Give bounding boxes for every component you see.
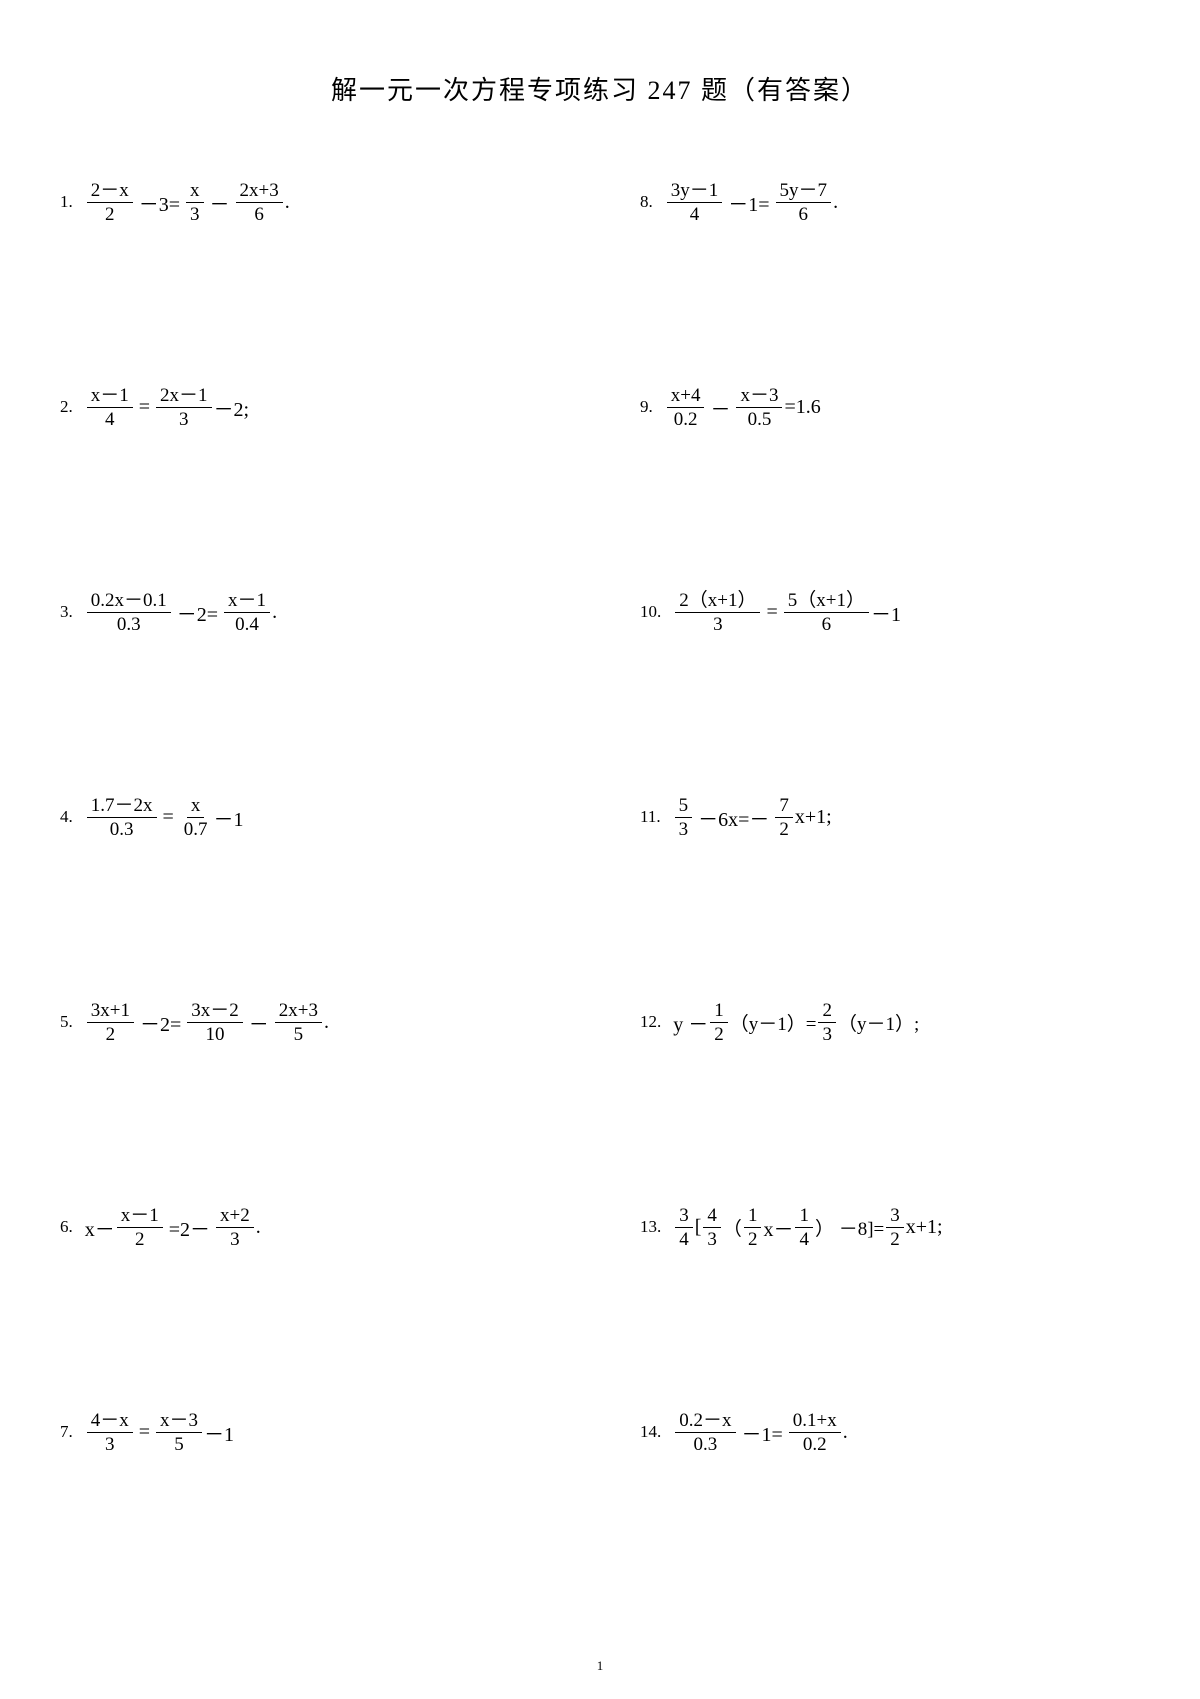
fraction: x－30.5 (736, 386, 782, 429)
problem-4: 4. 1.7－2x0.3 = x0.7 －1 (60, 792, 560, 842)
fraction: 5（x+1）6 (784, 591, 869, 634)
equation: 34 [ 43 （ 12 x－ 14 ） －8]= 32 x+1; (673, 1206, 942, 1249)
problem-number: 13. (640, 1217, 661, 1237)
equation: 0.2－x0.3 －1= 0.1+x0.2 . (673, 1411, 848, 1454)
fraction: 12 (710, 1001, 728, 1044)
fraction: x－14 (87, 386, 133, 429)
fraction: x0.7 (180, 796, 212, 839)
problem-9: 9. x+40.2 － x－30.5 =1.6 (640, 382, 1140, 432)
equation: x－14 = 2x－13 －2; (85, 386, 249, 429)
fraction: 0.1+x0.2 (789, 1411, 841, 1454)
fraction: 3x+12 (87, 1001, 134, 1044)
problem-number: 2. (60, 397, 73, 417)
fraction: x－35 (156, 1411, 202, 1454)
problem-10: 10. 2（x+1）3 = 5（x+1）6 －1 (640, 587, 1140, 637)
equation: 4－x3 = x－35 －1 (85, 1411, 234, 1454)
fraction: 2－x2 (87, 181, 133, 224)
problem-number: 14. (640, 1422, 661, 1442)
problem-number: 9. (640, 397, 653, 417)
problem-3: 3. 0.2x－0.10.3 －2= x－10.4 . (60, 587, 560, 637)
fraction: x+23 (216, 1206, 254, 1249)
fraction: 14 (795, 1206, 813, 1249)
fraction: 2x+36 (236, 181, 283, 224)
equation: 3y－14 －1= 5y－76 . (665, 181, 838, 224)
fraction: 43 (703, 1206, 721, 1249)
problem-number: 11. (640, 807, 661, 827)
problem-number: 3. (60, 602, 73, 622)
fraction: 3x－210 (187, 1001, 243, 1044)
problem-number: 1. (60, 192, 73, 212)
problem-14: 14. 0.2－x0.3 －1= 0.1+x0.2 . (640, 1407, 1140, 1457)
fraction: 2（x+1）3 (675, 591, 760, 634)
fraction: 1.7－2x0.3 (87, 796, 157, 839)
problem-5: 5. 3x+12 －2= 3x－210 － 2x+35 . (60, 997, 560, 1047)
equation: 53 －6x=－ 72 x+1; (673, 796, 832, 839)
fraction: 12 (744, 1206, 762, 1249)
problem-1: 1. 2－x2 －3= x3 － 2x+36 . (60, 177, 560, 227)
problem-number: 5. (60, 1012, 73, 1032)
fraction: x+40.2 (667, 386, 705, 429)
page-title: 解一元一次方程专项练习 247 题（有答案） (60, 70, 1140, 107)
problem-2: 2. x－14 = 2x－13 －2; (60, 382, 560, 432)
fraction: x3 (186, 181, 204, 224)
left-column: 1. 2－x2 －3= x3 － 2x+36 . 2. x－14 = 2x－13… (60, 177, 560, 1457)
equation: x+40.2 － x－30.5 =1.6 (665, 386, 821, 429)
fraction: 2x－13 (156, 386, 212, 429)
problem-12: 12. y － 12 （y－1）= 23 （y－1）; (640, 997, 1140, 1047)
problem-11: 11. 53 －6x=－ 72 x+1; (640, 792, 1140, 842)
fraction: 4－x3 (87, 1411, 133, 1454)
page-number: 1 (597, 1658, 604, 1674)
problem-8: 8. 3y－14 －1= 5y－76 . (640, 177, 1140, 227)
equation: 2（x+1）3 = 5（x+1）6 －1 (673, 591, 901, 634)
fraction: 0.2x－0.10.3 (87, 591, 171, 634)
equation: y － 12 （y－1）= 23 （y－1）; (673, 1001, 919, 1044)
fraction: 2x+35 (275, 1001, 322, 1044)
equation: 3x+12 －2= 3x－210 － 2x+35 . (85, 1001, 329, 1044)
problem-number: 8. (640, 192, 653, 212)
problems-grid: 1. 2－x2 －3= x3 － 2x+36 . 2. x－14 = 2x－13… (60, 177, 1140, 1457)
fraction: 23 (818, 1001, 836, 1044)
fraction: 32 (886, 1206, 904, 1249)
fraction: 72 (775, 796, 793, 839)
fraction: 3y－14 (667, 181, 723, 224)
equation: 0.2x－0.10.3 －2= x－10.4 . (85, 591, 277, 634)
problem-7: 7. 4－x3 = x－35 －1 (60, 1407, 560, 1457)
problem-number: 7. (60, 1422, 73, 1442)
fraction: 34 (675, 1206, 693, 1249)
fraction: x－12 (117, 1206, 163, 1249)
fraction: 0.2－x0.3 (675, 1411, 735, 1454)
problem-number: 12. (640, 1012, 661, 1032)
equation: x－ x－12 =2－ x+23 . (85, 1206, 261, 1249)
problem-6: 6. x－ x－12 =2－ x+23 . (60, 1202, 560, 1252)
worksheet-page: 解一元一次方程专项练习 247 题（有答案） 1. 2－x2 －3= x3 － … (0, 0, 1200, 1699)
equation: 1.7－2x0.3 = x0.7 －1 (85, 796, 244, 839)
fraction: x－10.4 (224, 591, 270, 634)
problem-13: 13. 34 [ 43 （ 12 x－ 14 ） －8]= 32 x+1; (640, 1202, 1140, 1252)
problem-number: 10. (640, 602, 661, 622)
fraction: 5y－76 (776, 181, 832, 224)
right-column: 8. 3y－14 －1= 5y－76 . 9. x+40.2 － x－30.5 … (640, 177, 1140, 1457)
problem-number: 6. (60, 1217, 73, 1237)
equation: 2－x2 －3= x3 － 2x+36 . (85, 181, 290, 224)
problem-number: 4. (60, 807, 73, 827)
fraction: 53 (675, 796, 693, 839)
